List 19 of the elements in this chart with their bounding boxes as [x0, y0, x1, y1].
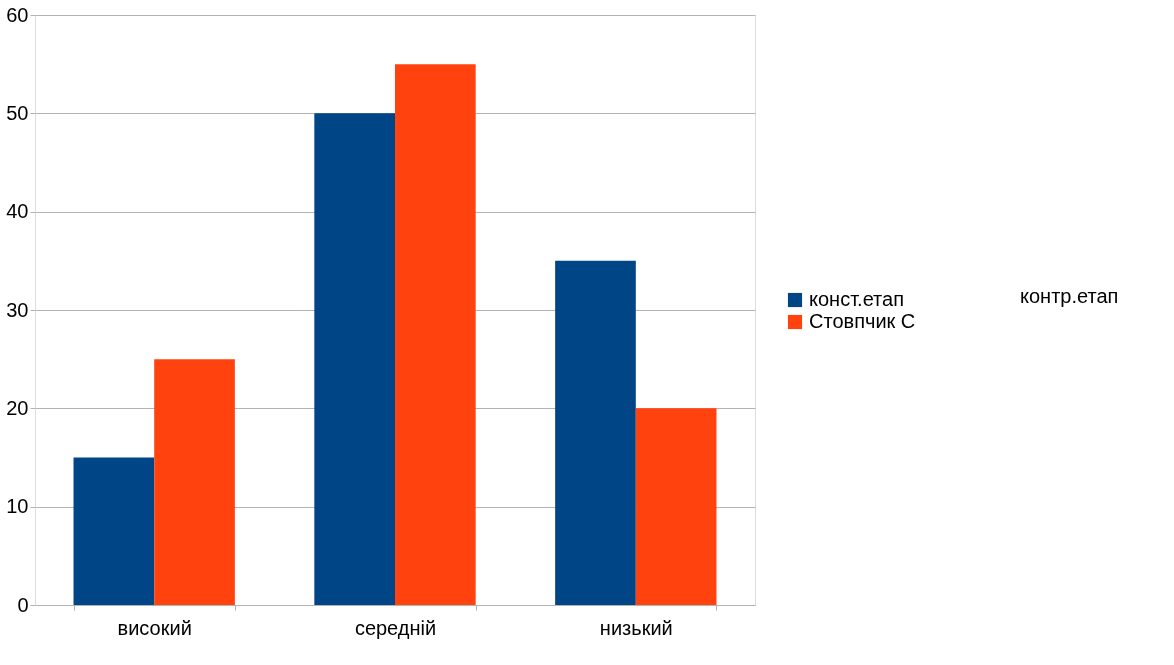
x-tick-label: низький: [599, 616, 673, 639]
bar: [395, 64, 476, 605]
x-tick-label: середній: [354, 616, 437, 639]
y-tick-label: 50: [6, 101, 29, 124]
y-tick-label: 30: [6, 298, 29, 321]
bar: [635, 408, 717, 605]
bar: [154, 359, 235, 605]
bar: [314, 113, 395, 605]
legend-label: Стовпчик C: [809, 310, 916, 332]
legend-label: конст.етап: [809, 288, 904, 310]
y-tick-label: 60: [6, 3, 29, 26]
text: контр.етап: [1020, 285, 1119, 307]
x-tick-label: високий: [117, 616, 192, 639]
y-tick-label: 40: [6, 200, 29, 223]
y-tick-label: 0: [17, 593, 29, 616]
y-tick-label: 10: [6, 495, 29, 518]
bar: [73, 457, 155, 605]
bar: [555, 260, 636, 605]
y-tick-label: 20: [6, 396, 29, 419]
